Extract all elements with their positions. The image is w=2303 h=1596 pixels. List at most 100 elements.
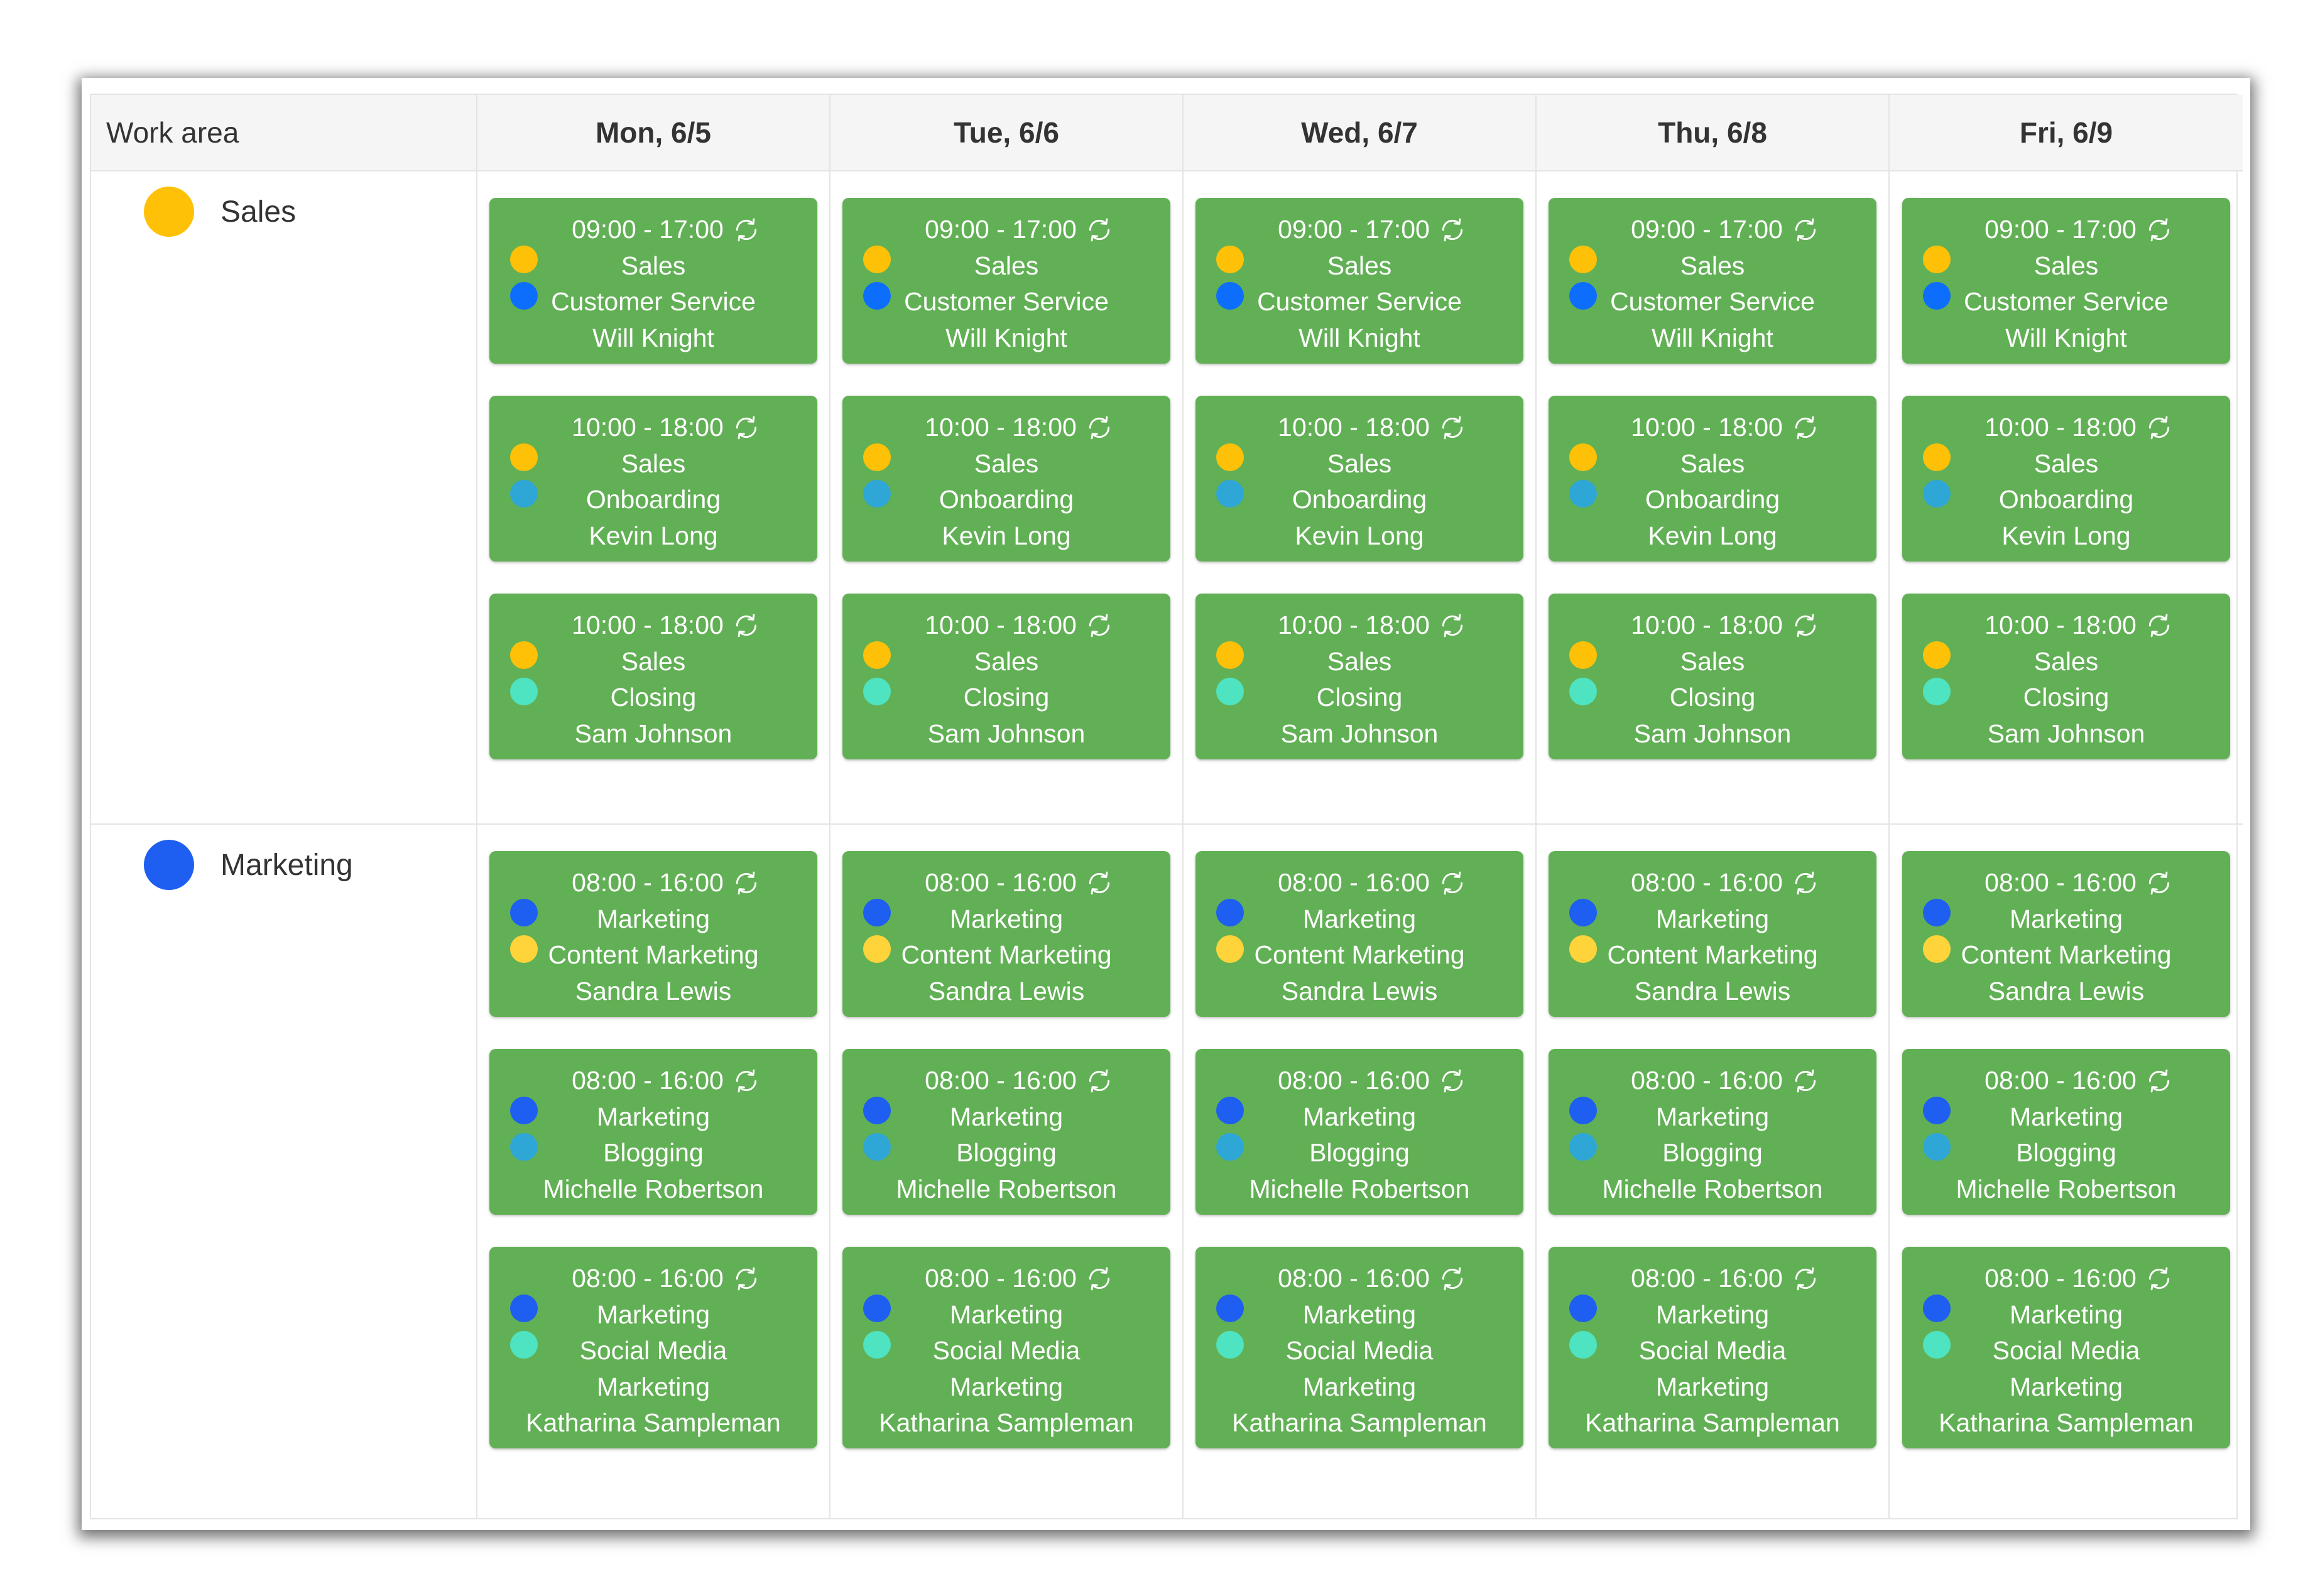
refresh-icon[interactable] — [1792, 414, 1819, 442]
shift-card[interactable]: 09:00 - 17:00 Sales Customer Service Will K… — [1902, 198, 2230, 364]
refresh-icon[interactable] — [1792, 869, 1819, 897]
area-color-dot — [510, 641, 538, 669]
shift-card[interactable]: 08:00 - 16:00 Marketing Content Marketing S… — [1549, 851, 1876, 1017]
area-color-dot — [1569, 1097, 1597, 1124]
task-color-dot — [863, 480, 891, 508]
shift-card[interactable]: 10:00 - 18:00 Sales Onboarding Kevin Long — [1195, 396, 1523, 562]
shift-task: Marketing — [2009, 1372, 2123, 1401]
day-cell[interactable]: 09:00 - 17:00 Sales Customer Service Will K… — [1537, 171, 1890, 825]
shift-card[interactable]: 08:00 - 16:00 Marketing Blogging Michelle R… — [1195, 1049, 1523, 1215]
refresh-icon[interactable] — [1792, 612, 1819, 639]
day-cell[interactable]: 08:00 - 16:00 Marketing Content Marketing S… — [477, 825, 830, 1518]
shift-time: 08:00 - 16:00 — [1631, 1264, 1783, 1293]
shift-person: Michelle Robertson — [543, 1174, 764, 1203]
refresh-icon[interactable] — [2145, 612, 2173, 639]
shift-card[interactable]: 08:00 - 16:00 Marketing Social Media Market… — [842, 1247, 1170, 1448]
shift-time: 08:00 - 16:00 — [1631, 868, 1783, 897]
shift-card[interactable]: 09:00 - 17:00 Sales Customer Service Will K… — [1195, 198, 1523, 364]
shift-area: Sales — [2034, 646, 2099, 676]
refresh-icon[interactable] — [1792, 1067, 1819, 1095]
shift-card[interactable]: 08:00 - 16:00 Marketing Social Media Market… — [489, 1247, 817, 1448]
shift-card[interactable]: 09:00 - 17:00 Sales Customer Service Will K… — [489, 198, 817, 364]
task-color-dot — [1923, 1133, 1951, 1161]
shift-person: Kevin Long — [942, 521, 1071, 550]
refresh-icon[interactable] — [1439, 869, 1466, 897]
refresh-icon[interactable] — [1792, 1265, 1819, 1293]
refresh-icon[interactable] — [1086, 1265, 1113, 1293]
refresh-icon[interactable] — [1439, 414, 1466, 442]
shift-area: Sales — [2034, 251, 2099, 280]
area-color-dot — [1923, 1097, 1951, 1124]
day-header-tue[interactable]: Tue, 6/6 — [830, 95, 1184, 171]
refresh-icon[interactable] — [732, 1265, 760, 1293]
shift-card[interactable]: 08:00 - 16:00 Marketing Blogging Michelle R… — [489, 1049, 817, 1215]
shift-person: Kevin Long — [1295, 521, 1424, 550]
day-cell[interactable]: 08:00 - 16:00 Marketing Content Marketing S… — [1890, 825, 2243, 1518]
shift-card[interactable]: 10:00 - 18:00 Sales Closing Sam Johnson — [1195, 594, 1523, 759]
refresh-icon[interactable] — [732, 612, 760, 639]
day-cell[interactable]: 09:00 - 17:00 Sales Customer Service Will K… — [830, 171, 1184, 825]
day-cell[interactable]: 08:00 - 16:00 Marketing Content Marketing S… — [1537, 825, 1890, 1518]
day-cell[interactable]: 09:00 - 17:00 Sales Customer Service Will K… — [477, 171, 830, 825]
refresh-icon[interactable] — [1086, 216, 1113, 244]
shift-card[interactable]: 08:00 - 16:00 Marketing Social Media Market… — [1549, 1247, 1876, 1448]
refresh-icon[interactable] — [1439, 216, 1466, 244]
shift-card[interactable]: 08:00 - 16:00 Marketing Content Marketing S… — [842, 851, 1170, 1017]
day-cell[interactable]: 08:00 - 16:00 Marketing Content Marketing S… — [830, 825, 1184, 1518]
refresh-icon[interactable] — [2145, 869, 2173, 897]
refresh-icon[interactable] — [2145, 1067, 2173, 1095]
task-color-dot — [1216, 1331, 1244, 1359]
task-color-dot — [510, 1331, 538, 1359]
refresh-icon[interactable] — [732, 414, 760, 442]
shift-time: 08:00 - 16:00 — [1984, 1066, 2137, 1095]
day-header-mon[interactable]: Mon, 6/5 — [477, 95, 830, 171]
day-cell[interactable]: 09:00 - 17:00 Sales Customer Service Will K… — [1890, 171, 2243, 825]
shift-task: Content Marketing — [1607, 940, 1818, 969]
shift-person: Sandra Lewis — [1634, 976, 1791, 1006]
day-header-thu[interactable]: Thu, 6/8 — [1537, 95, 1890, 171]
refresh-icon[interactable] — [1792, 216, 1819, 244]
shift-card[interactable]: 08:00 - 16:00 Marketing Content Marketing S… — [1902, 851, 2230, 1017]
day-cell[interactable]: 08:00 - 16:00 Marketing Content Marketing S… — [1184, 825, 1537, 1518]
shift-card[interactable]: 10:00 - 18:00 Sales Closing Sam Johnson — [1902, 594, 2230, 759]
refresh-icon[interactable] — [2145, 216, 2173, 244]
shift-task: Blogging — [956, 1138, 1057, 1167]
shift-card[interactable]: 08:00 - 16:00 Marketing Blogging Michelle R… — [1902, 1049, 2230, 1215]
refresh-icon[interactable] — [732, 1067, 760, 1095]
shift-card[interactable]: 10:00 - 18:00 Sales Onboarding Kevin Long — [842, 396, 1170, 562]
refresh-icon[interactable] — [1086, 414, 1113, 442]
shift-card[interactable]: 10:00 - 18:00 Sales Onboarding Kevin Long — [489, 396, 817, 562]
shift-card[interactable]: 08:00 - 16:00 Marketing Content Marketing S… — [489, 851, 817, 1017]
task-color-dot — [510, 480, 538, 508]
shift-card[interactable]: 10:00 - 18:00 Sales Closing Sam Johnson — [842, 594, 1170, 759]
shift-card[interactable]: 08:00 - 16:00 Marketing Social Media Market… — [1195, 1247, 1523, 1448]
refresh-icon[interactable] — [1086, 612, 1113, 639]
shift-card[interactable]: 09:00 - 17:00 Sales Customer Service Will K… — [1549, 198, 1876, 364]
refresh-icon[interactable] — [1439, 612, 1466, 639]
day-header-wed[interactable]: Wed, 6/7 — [1184, 95, 1537, 171]
day-cell[interactable]: 09:00 - 17:00 Sales Customer Service Will K… — [1184, 171, 1537, 825]
shift-card[interactable]: 08:00 - 16:00 Marketing Content Marketing S… — [1195, 851, 1523, 1017]
shift-card[interactable]: 08:00 - 16:00 Marketing Blogging Michelle R… — [842, 1049, 1170, 1215]
refresh-icon[interactable] — [1086, 869, 1113, 897]
work-area-header: Work area — [91, 95, 477, 171]
refresh-icon[interactable] — [1086, 1067, 1113, 1095]
refresh-icon[interactable] — [732, 216, 760, 244]
refresh-icon[interactable] — [2145, 414, 2173, 442]
shift-card[interactable]: 10:00 - 18:00 Sales Onboarding Kevin Long — [1549, 396, 1876, 562]
shift-card[interactable]: 09:00 - 17:00 Sales Customer Service Will K… — [842, 198, 1170, 364]
shift-card[interactable]: 10:00 - 18:00 Sales Onboarding Kevin Long — [1902, 396, 2230, 562]
refresh-icon[interactable] — [2145, 1265, 2173, 1293]
area-color-dot — [863, 1097, 891, 1124]
refresh-icon[interactable] — [1439, 1067, 1466, 1095]
refresh-icon[interactable] — [732, 869, 760, 897]
shift-card[interactable]: 10:00 - 18:00 Sales Closing Sam Johnson — [489, 594, 817, 759]
shift-card[interactable]: 08:00 - 16:00 Marketing Social Media Market… — [1902, 1247, 2230, 1448]
shift-card[interactable]: 10:00 - 18:00 Sales Closing Sam Johnson — [1549, 594, 1876, 759]
task-color-dot — [863, 282, 891, 310]
shift-person: Sam Johnson — [1280, 719, 1439, 748]
day-header-fri[interactable]: Fri, 6/9 — [1890, 95, 2243, 171]
refresh-icon[interactable] — [1439, 1265, 1466, 1293]
shift-task: Customer Service — [1610, 287, 1815, 316]
shift-card[interactable]: 08:00 - 16:00 Marketing Blogging Michelle R… — [1549, 1049, 1876, 1215]
